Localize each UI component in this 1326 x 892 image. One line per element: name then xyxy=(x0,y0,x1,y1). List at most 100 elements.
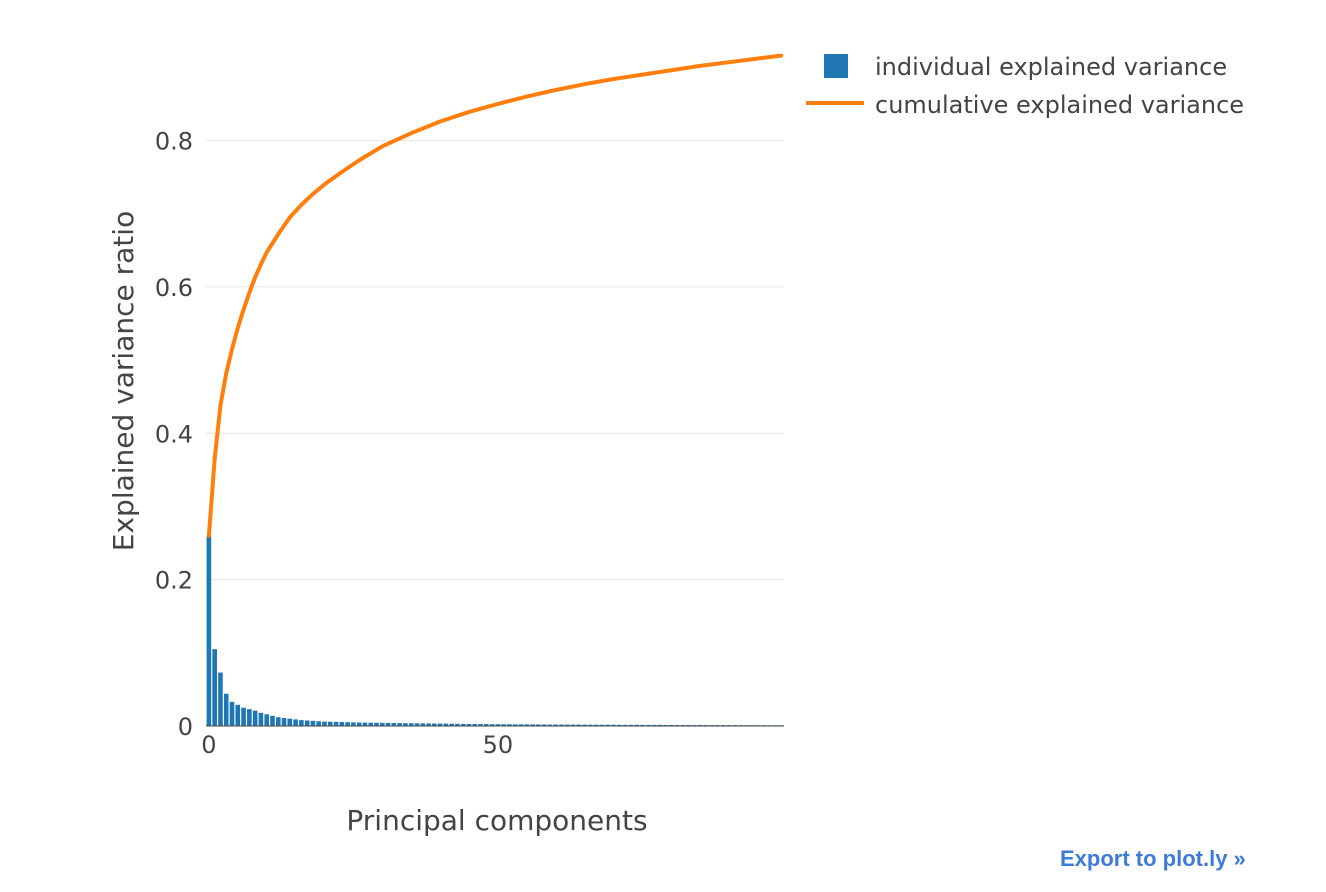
bar[interactable] xyxy=(645,724,651,726)
bar[interactable] xyxy=(362,722,368,726)
y-tick-label: 0.4 xyxy=(155,420,193,448)
bar[interactable] xyxy=(680,724,686,726)
bar[interactable] xyxy=(339,722,345,726)
bar[interactable] xyxy=(379,722,385,726)
bar[interactable] xyxy=(431,723,437,726)
bar[interactable] xyxy=(663,724,668,726)
bar[interactable] xyxy=(293,719,298,726)
bar[interactable] xyxy=(229,701,235,726)
bar[interactable] xyxy=(518,724,524,726)
bar[interactable] xyxy=(495,724,501,726)
bar[interactable] xyxy=(547,724,553,726)
export-to-plotly-link[interactable]: Export to plot.ly » xyxy=(1060,846,1246,871)
bar[interactable] xyxy=(622,724,628,726)
bar[interactable] xyxy=(264,714,270,726)
bar[interactable] xyxy=(218,672,223,726)
bar[interactable] xyxy=(258,712,264,726)
bar[interactable] xyxy=(212,649,217,726)
bar[interactable] xyxy=(310,720,316,726)
bar[interactable] xyxy=(235,704,241,726)
bar[interactable] xyxy=(397,723,402,726)
bar[interactable] xyxy=(605,724,611,726)
grid-lines xyxy=(206,140,784,581)
bar[interactable] xyxy=(570,724,576,726)
bar[interactable] xyxy=(351,722,356,726)
bar[interactable] xyxy=(657,724,663,726)
bar[interactable] xyxy=(287,718,293,726)
legend-item-cumulative[interactable]: cumulative explained variance xyxy=(806,91,1244,119)
bar[interactable] xyxy=(507,724,512,726)
bar[interactable] xyxy=(553,724,559,726)
bar[interactable] xyxy=(640,724,645,726)
y-axis-ticks: 0 0.2 0.4 0.6 0.8 xyxy=(155,128,193,741)
bar[interactable] xyxy=(541,724,547,726)
bar[interactable] xyxy=(281,717,287,726)
bar[interactable] xyxy=(449,723,454,726)
bar[interactable] xyxy=(593,724,599,726)
bar[interactable] xyxy=(426,723,431,726)
bar[interactable] xyxy=(576,724,582,726)
legend-label-individual: individual explained variance xyxy=(875,53,1227,81)
bar[interactable] xyxy=(437,723,443,726)
line-series-cumulative-variance xyxy=(206,53,784,538)
bar[interactable] xyxy=(472,724,478,726)
bar[interactable] xyxy=(611,724,616,726)
bar[interactable] xyxy=(530,724,535,726)
bar[interactable] xyxy=(270,715,275,726)
bar[interactable] xyxy=(223,693,229,726)
bar[interactable] xyxy=(455,723,460,726)
cumulative-line[interactable] xyxy=(206,53,784,538)
bar[interactable] xyxy=(327,721,333,726)
x-axis-ticks: 0 50 xyxy=(201,731,513,759)
y-axis-title: Explained variance ratio xyxy=(107,211,140,551)
bar[interactable] xyxy=(524,724,530,726)
bar[interactable] xyxy=(582,724,587,726)
bar[interactable] xyxy=(414,723,420,726)
bar[interactable] xyxy=(368,722,374,726)
bar[interactable] xyxy=(299,720,304,726)
bar[interactable] xyxy=(489,724,495,726)
bar[interactable] xyxy=(443,723,449,726)
bar[interactable] xyxy=(304,720,310,726)
bar[interactable] xyxy=(241,707,246,726)
bar[interactable] xyxy=(564,724,570,726)
bar[interactable] xyxy=(391,722,397,726)
bar[interactable] xyxy=(252,710,258,726)
x-tick-label: 0 xyxy=(201,731,216,759)
y-tick-label: 0.2 xyxy=(155,567,193,595)
bar[interactable] xyxy=(512,724,518,726)
bar[interactable] xyxy=(316,721,322,726)
legend-item-individual[interactable]: individual explained variance xyxy=(824,53,1227,81)
y-tick-label: 0.6 xyxy=(155,274,193,302)
bar[interactable] xyxy=(599,724,605,726)
bar[interactable] xyxy=(616,724,622,726)
bar[interactable] xyxy=(651,724,657,726)
bar[interactable] xyxy=(478,724,483,726)
bar[interactable] xyxy=(356,722,362,726)
bar[interactable] xyxy=(668,724,674,726)
bar[interactable] xyxy=(403,723,408,726)
bar[interactable] xyxy=(674,724,680,726)
bar[interactable] xyxy=(385,722,391,726)
bar[interactable] xyxy=(460,723,466,726)
bar[interactable] xyxy=(559,724,564,726)
bar[interactable] xyxy=(466,723,472,726)
bar[interactable] xyxy=(247,709,252,726)
bar[interactable] xyxy=(501,724,506,726)
bar[interactable] xyxy=(374,722,379,726)
bar[interactable] xyxy=(345,722,350,726)
bar[interactable] xyxy=(484,724,489,726)
legend-label-cumulative: cumulative explained variance xyxy=(875,91,1244,119)
bar[interactable] xyxy=(628,724,634,726)
bar[interactable] xyxy=(588,724,593,726)
bar[interactable] xyxy=(536,724,541,726)
bar[interactable] xyxy=(206,535,212,726)
bar[interactable] xyxy=(322,721,327,726)
bar[interactable] xyxy=(333,721,339,726)
bar[interactable] xyxy=(275,717,281,726)
bar[interactable] xyxy=(408,723,414,726)
bar-series-individual-variance xyxy=(206,535,784,726)
bar[interactable] xyxy=(634,724,639,726)
bar[interactable] xyxy=(420,723,426,726)
